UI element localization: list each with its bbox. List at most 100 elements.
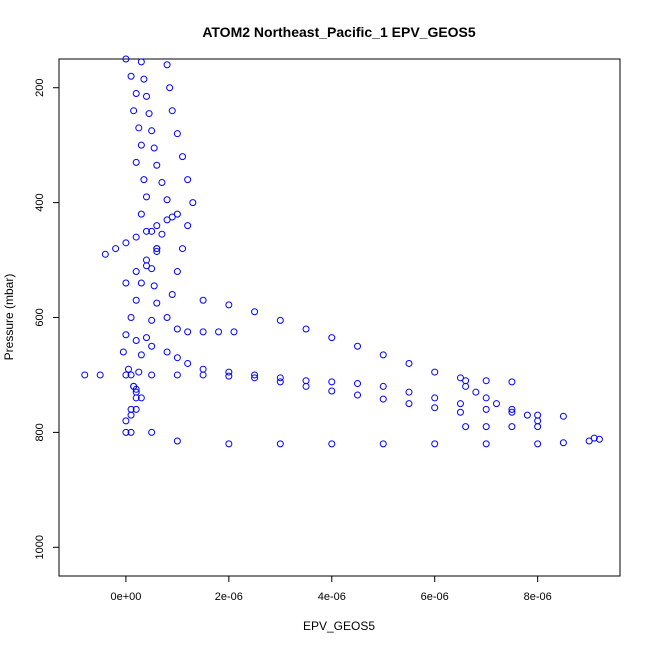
- data-point: [142, 227, 150, 235]
- data-point: [137, 58, 145, 66]
- y-tick-label: 800: [34, 423, 46, 441]
- data-point: [184, 359, 192, 367]
- data-point: [462, 377, 470, 385]
- data-point: [508, 423, 516, 431]
- data-point: [122, 371, 130, 379]
- data-point: [127, 371, 135, 379]
- data-point: [379, 440, 387, 448]
- data-point: [173, 354, 181, 362]
- x-tick-label: 8e-06: [524, 591, 552, 603]
- data-point: [508, 405, 516, 413]
- data-point: [328, 387, 336, 395]
- data-point: [354, 391, 362, 399]
- data-point: [405, 388, 413, 396]
- data-point: [148, 371, 156, 379]
- x-tick-label: 6e-06: [421, 591, 449, 603]
- data-point: [168, 107, 176, 115]
- data-point: [523, 411, 531, 419]
- data-point: [199, 328, 207, 336]
- data-point: [173, 268, 181, 276]
- data-point: [132, 158, 140, 166]
- data-point: [482, 440, 490, 448]
- plot-frame: [58, 58, 621, 577]
- data-point: [137, 141, 145, 149]
- data-point: [585, 437, 593, 445]
- data-point: [328, 378, 336, 386]
- data-point: [135, 124, 143, 132]
- data-point: [173, 371, 181, 379]
- data-point: [122, 417, 130, 425]
- data-point: [122, 331, 130, 339]
- data-point: [166, 84, 174, 92]
- data-point: [482, 377, 490, 385]
- data-point: [137, 279, 145, 287]
- data-point: [173, 325, 181, 333]
- data-point: [595, 435, 603, 443]
- data-point: [140, 176, 148, 184]
- data-point: [225, 368, 233, 376]
- data-point: [199, 371, 207, 379]
- data-point: [148, 265, 156, 273]
- data-point: [215, 328, 223, 336]
- data-point: [132, 89, 140, 97]
- y-tick-label: 600: [34, 308, 46, 326]
- data-point: [379, 395, 387, 403]
- data-point: [456, 408, 464, 416]
- data-point: [456, 400, 464, 408]
- data-point: [302, 377, 310, 385]
- data-point: [153, 299, 161, 307]
- data-point: [132, 405, 140, 413]
- y-tick-label: 1000: [34, 535, 46, 559]
- data-point: [189, 199, 197, 207]
- data-point: [354, 380, 362, 388]
- data-point: [328, 440, 336, 448]
- data-points: [81, 55, 603, 448]
- data-point: [163, 196, 171, 204]
- data-point: [158, 179, 166, 187]
- data-point: [482, 394, 490, 402]
- data-point: [405, 400, 413, 408]
- data-point: [431, 394, 439, 402]
- data-point: [456, 374, 464, 382]
- data-point: [158, 230, 166, 238]
- data-point: [225, 372, 233, 380]
- x-axis: 0e+00 2e-06 4e-06 6e-06 8e-06: [110, 575, 552, 603]
- data-point: [153, 247, 161, 255]
- data-point: [276, 316, 284, 324]
- data-point: [251, 371, 259, 379]
- data-point: [132, 388, 140, 396]
- data-point: [163, 314, 171, 321]
- data-point: [124, 365, 132, 373]
- y-axis-label: Pressure (mbar): [2, 274, 16, 361]
- data-point: [112, 245, 120, 253]
- data-point: [127, 411, 135, 419]
- data-point: [148, 227, 156, 235]
- data-point: [132, 268, 140, 276]
- data-point: [482, 423, 490, 431]
- x-tick-label: 4e-06: [318, 591, 346, 603]
- y-tick-label: 200: [34, 79, 46, 97]
- x-tick-label: 0e+00: [110, 591, 141, 603]
- data-point: [354, 342, 362, 350]
- data-point: [534, 411, 542, 419]
- data-point: [276, 378, 284, 386]
- data-point: [431, 368, 439, 376]
- data-point: [130, 382, 138, 390]
- y-tick-label: 400: [34, 193, 46, 211]
- data-point: [130, 107, 138, 115]
- data-point: [472, 388, 480, 396]
- data-point: [127, 314, 135, 321]
- data-point: [153, 161, 161, 169]
- data-point: [225, 440, 233, 448]
- data-point: [379, 351, 387, 359]
- data-point: [122, 428, 130, 436]
- data-point: [132, 336, 140, 344]
- data-point: [127, 72, 135, 80]
- data-point: [142, 193, 150, 201]
- data-point: [559, 412, 567, 420]
- data-point: [482, 405, 490, 413]
- data-point: [96, 371, 104, 379]
- data-point: [508, 408, 516, 416]
- data-point: [173, 437, 181, 445]
